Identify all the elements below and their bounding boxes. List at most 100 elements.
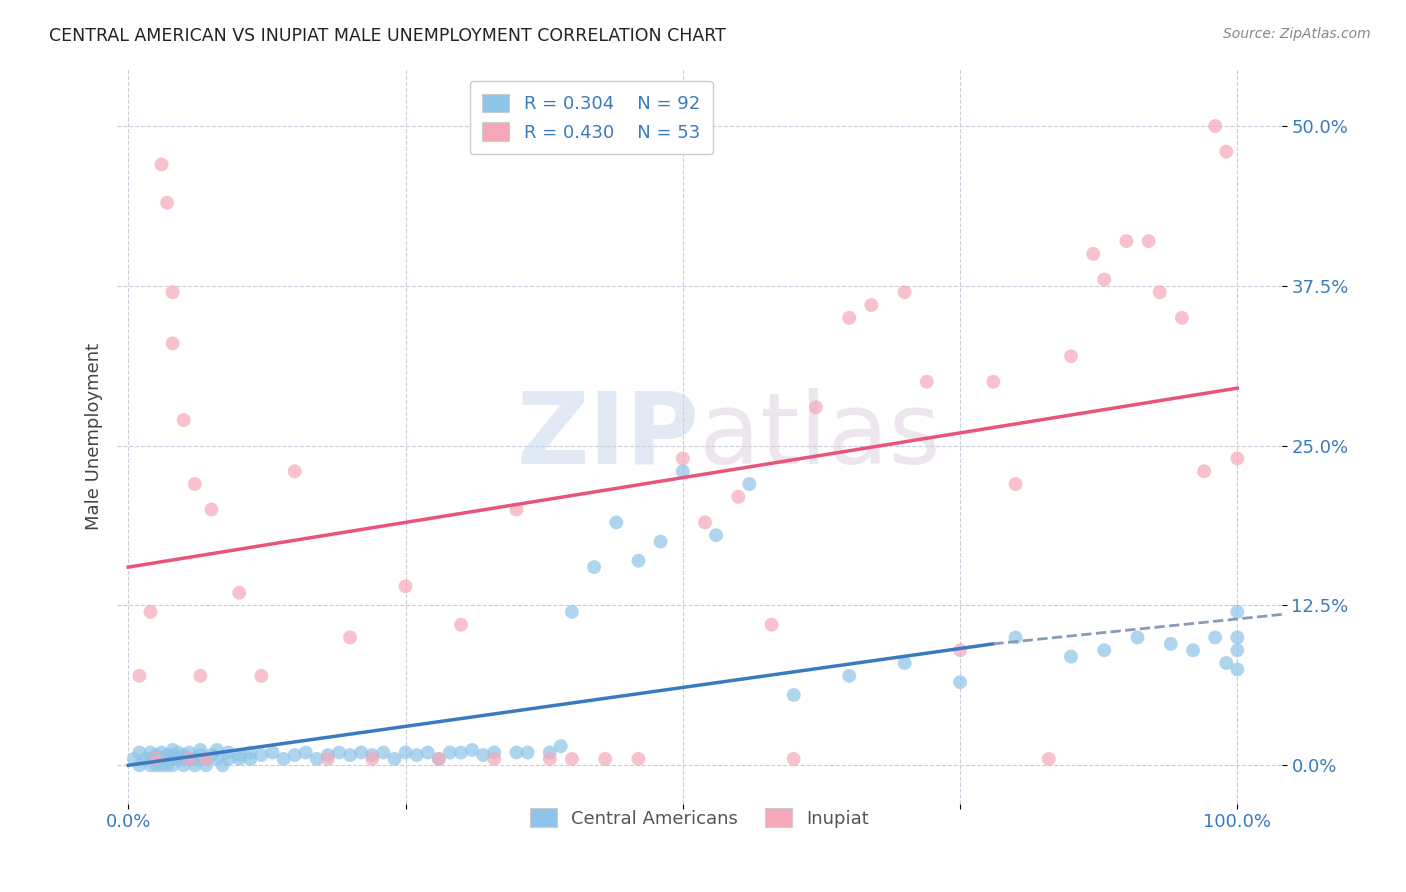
Point [1149, 285, 1171, 300]
Point [211, 758, 233, 772]
Point [484, 752, 506, 766]
Point [156, 758, 179, 772]
Point [1092, 272, 1115, 286]
Text: Source: ZipAtlas.com: Source: ZipAtlas.com [1223, 27, 1371, 41]
Point [217, 752, 239, 766]
Point [915, 375, 938, 389]
Point [328, 746, 350, 760]
Point [672, 464, 695, 478]
Point [416, 746, 439, 760]
Point [305, 752, 328, 766]
Point [1204, 119, 1226, 133]
Point [190, 669, 212, 683]
Point [162, 752, 184, 766]
Point [1038, 752, 1060, 766]
Point [239, 752, 262, 766]
Point [262, 746, 284, 760]
Point [1226, 643, 1249, 657]
Point [173, 758, 195, 772]
Point [983, 375, 1005, 389]
Point [394, 746, 416, 760]
Point [128, 669, 150, 683]
Point [294, 746, 316, 760]
Point [583, 560, 606, 574]
Point [672, 451, 695, 466]
Point [162, 285, 184, 300]
Point [1137, 234, 1160, 248]
Point [194, 752, 217, 766]
Point [550, 739, 572, 753]
Point [361, 747, 384, 762]
Point [139, 605, 162, 619]
Point [450, 746, 472, 760]
Point [1226, 662, 1249, 676]
Point [179, 746, 201, 760]
Point [394, 579, 416, 593]
Point [194, 752, 217, 766]
Point [538, 752, 561, 766]
Legend: Central Americans, Inupiat: Central Americans, Inupiat [523, 801, 876, 835]
Point [627, 554, 650, 568]
Point [128, 746, 150, 760]
Point [145, 758, 167, 772]
Point [405, 747, 427, 762]
Point [593, 752, 616, 766]
Point [139, 752, 162, 766]
Point [538, 746, 561, 760]
Point [738, 477, 761, 491]
Point [949, 675, 972, 690]
Point [150, 157, 173, 171]
Point [145, 752, 167, 766]
Point [472, 747, 495, 762]
Point [1060, 349, 1083, 363]
Point [373, 746, 395, 760]
Point [194, 758, 217, 772]
Point [384, 752, 406, 766]
Point [1226, 605, 1249, 619]
Point [1192, 464, 1215, 478]
Point [439, 746, 461, 760]
Point [949, 643, 972, 657]
Point [162, 758, 184, 772]
Point [1226, 631, 1249, 645]
Point [1171, 310, 1194, 325]
Point [605, 516, 627, 530]
Point [156, 195, 179, 210]
Point [339, 747, 361, 762]
Point [339, 631, 361, 645]
Point [250, 669, 273, 683]
Point [461, 743, 484, 757]
Text: CENTRAL AMERICAN VS INUPIAT MALE UNEMPLOYMENT CORRELATION CHART: CENTRAL AMERICAN VS INUPIAT MALE UNEMPLO… [49, 27, 725, 45]
Point [893, 656, 915, 670]
Point [727, 490, 749, 504]
Point [484, 746, 506, 760]
Point [1215, 145, 1237, 159]
Point [250, 747, 273, 762]
Point [139, 758, 162, 772]
Point [450, 617, 472, 632]
Point [200, 747, 222, 762]
Point [1083, 247, 1105, 261]
Point [1004, 477, 1026, 491]
Point [128, 758, 150, 772]
Point [150, 746, 173, 760]
Point [1226, 451, 1249, 466]
Point [427, 752, 450, 766]
Point [561, 605, 583, 619]
Point [316, 752, 339, 766]
Point [783, 688, 806, 702]
Point [145, 747, 167, 762]
Point [316, 747, 339, 762]
Point [516, 746, 538, 760]
Point [134, 752, 156, 766]
Point [284, 464, 307, 478]
Point [1126, 631, 1149, 645]
Point [693, 516, 716, 530]
Point [228, 747, 250, 762]
Point [561, 752, 583, 766]
Point [200, 502, 222, 516]
Point [1004, 631, 1026, 645]
Point [217, 746, 239, 760]
Point [228, 752, 250, 766]
Point [804, 401, 827, 415]
